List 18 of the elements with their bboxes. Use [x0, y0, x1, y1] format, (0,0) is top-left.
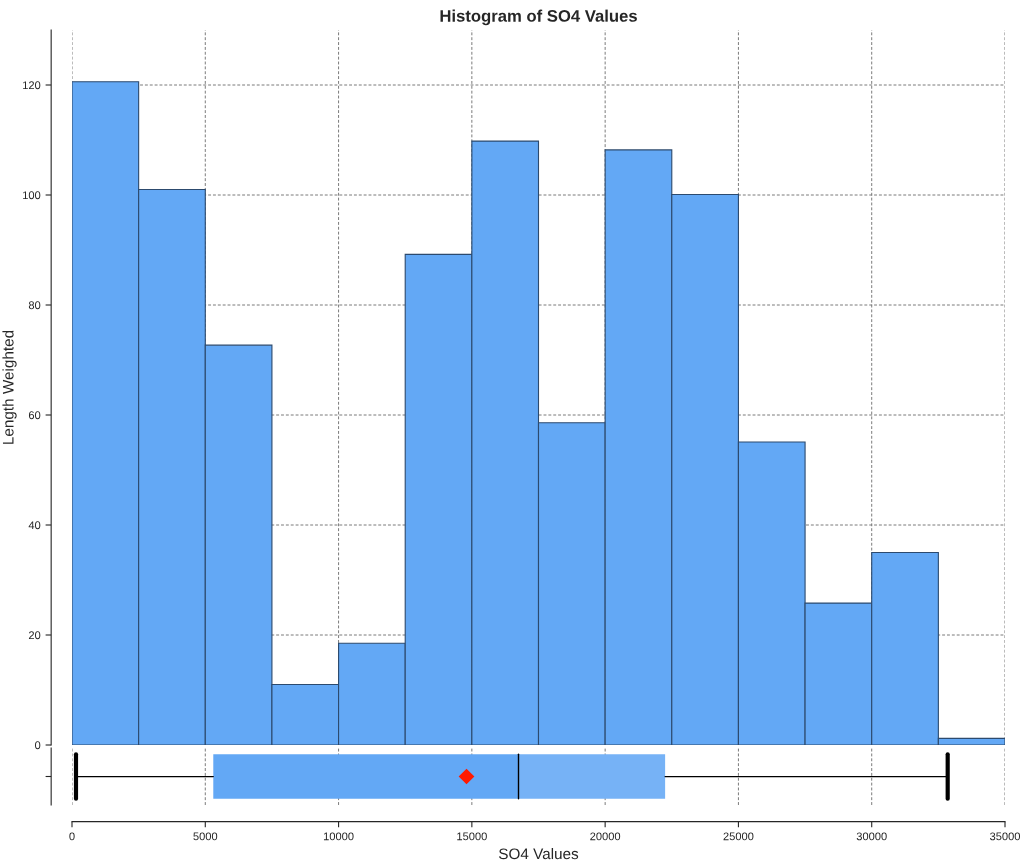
- x-axis-title: SO4 Values: [498, 848, 579, 860]
- x-tick-label: 5000: [193, 832, 218, 841]
- x-tick-label: 10000: [323, 832, 354, 841]
- y-tick-label: 20: [28, 631, 41, 640]
- y-tick-label: 60: [28, 411, 41, 420]
- y-tick-label: 80: [28, 301, 41, 310]
- y-tick-label: 120: [23, 81, 41, 90]
- y-axis-title: Length Weighted: [2, 330, 17, 444]
- y-tick-label: 0: [35, 741, 41, 750]
- x-tick-label: 15000: [457, 832, 487, 841]
- x-tick-label: 0: [69, 832, 75, 841]
- x-tick-label: 20000: [590, 832, 621, 841]
- x-tick-label: 30000: [856, 832, 887, 841]
- chart-title: Histogram of SO4 Values: [440, 9, 637, 26]
- x-tick-label: 35000: [989, 832, 1021, 841]
- y-tick-label: 100: [23, 191, 41, 200]
- y-tick-label: 40: [28, 521, 41, 530]
- x-tick-label: 25000: [723, 832, 754, 841]
